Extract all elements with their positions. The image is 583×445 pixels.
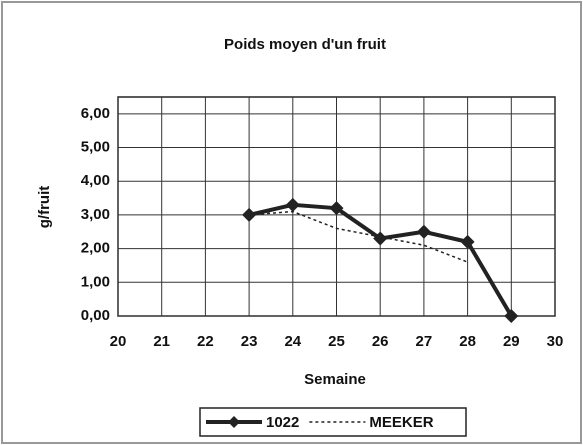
y-tick-label: 0,00 [81,307,110,324]
legend-marker [228,416,240,428]
y-tick-label: 6,00 [81,105,110,122]
x-tick-label: 22 [197,333,214,350]
y-tick-label: 5,00 [81,139,110,156]
legend-label: MEEKER [369,414,433,431]
marker [285,197,300,212]
marker [329,201,344,216]
legend: 1022 MEEKER [199,407,467,437]
y-tick-label: 2,00 [81,240,110,257]
chart-title: Poids moyen d'un fruit [224,36,386,53]
marker [504,309,519,323]
x-tick-label: 24 [284,333,301,350]
x-tick-label: 30 [547,333,564,350]
y-tick-label: 1,00 [81,273,110,290]
marker [416,224,431,239]
y-tick-label: 3,00 [81,206,110,223]
series-line [249,210,468,263]
marker [460,234,475,249]
y-axis-label: g/fruit [36,186,53,229]
x-tick-label: 28 [459,333,476,350]
x-tick-label: 29 [503,333,520,350]
x-tick-label: 26 [372,333,389,350]
x-tick-label: 25 [328,333,345,350]
x-tick-label: 23 [241,333,258,350]
x-tick-label: 21 [153,333,170,350]
marker [373,231,388,246]
x-tick-label: 27 [416,333,433,350]
y-tick-label: 4,00 [81,172,110,189]
legend-label: 1022 [266,414,299,431]
x-tick-label: 20 [110,333,127,350]
x-axis-label: Semaine [304,371,366,388]
